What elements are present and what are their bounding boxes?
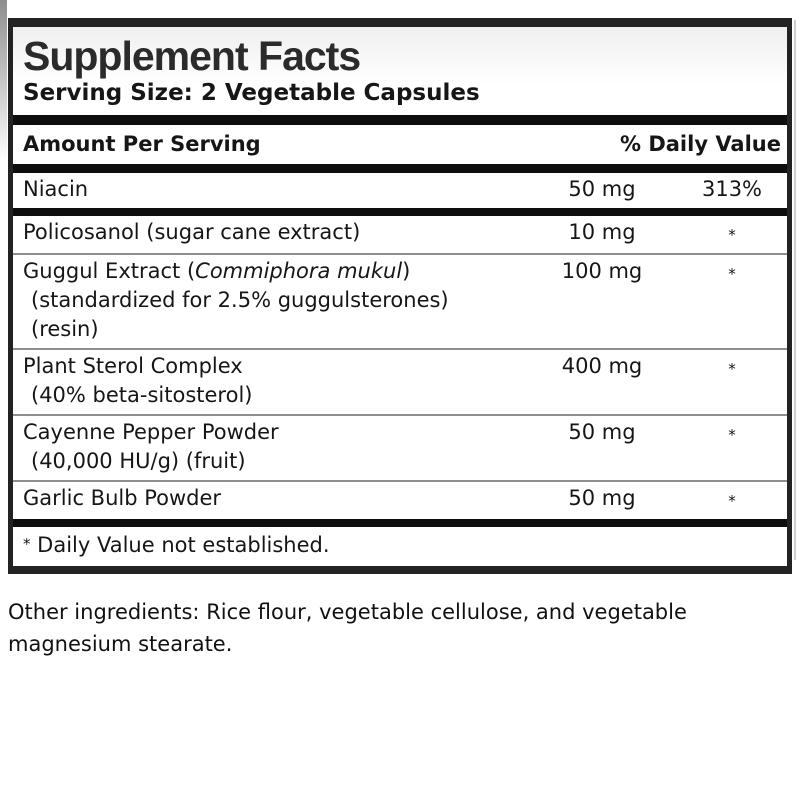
ingredient-amount: 10 mg [568,220,636,244]
ingredient-amount: 100 mg [561,259,643,283]
divider-thick [13,519,787,527]
divider-thin [13,480,787,482]
ingredient-row-niacin: Niacin 50 mg 313% [13,173,787,208]
column-header-row: Amount Per Serving % Daily Value [13,125,787,164]
ingredient-daily-value: 313% [701,177,763,201]
ingredient-subline: (standardized for 2.5% guggulsterones) [31,288,449,312]
ingredient-daily-value: * [728,426,736,444]
ingredient-name-text: Cayenne Pepper Powder [23,420,279,444]
ingredient-name: Guggul Extract (Commiphora mukul) (stand… [13,257,527,344]
panel-title: Supplement Facts [23,33,361,79]
divider-thin [13,414,787,416]
ingredient-subline: (resin) [31,317,99,341]
footnote-text: Daily Value not established. [30,533,330,557]
scan-edge-shadow-left [0,0,7,170]
ingredient-name: Policosanol (sugar cane extract) [23,220,361,244]
ingredient-daily-value: * [728,265,736,283]
footnote: * Daily Value not established. [13,527,787,566]
ingredient-amount: 50 mg [568,420,636,444]
ingredient-name-suffix: ) [402,259,411,283]
column-header-amount: Amount Per Serving [23,132,261,156]
ingredient-daily-value: * [728,360,736,378]
column-header-daily-value: % Daily Value [619,132,781,156]
ingredient-subline: (40% beta-sitosterol) [31,383,253,407]
ingredient-daily-value: * [728,492,736,510]
ingredient-name: Niacin [23,177,89,201]
ingredient-daily-value: * [728,226,736,244]
divider-thick [13,115,787,125]
divider-thin [13,253,787,255]
ingredient-row-cayenne: Cayenne Pepper Powder (40,000 HU/g) (fru… [13,416,787,480]
ingredient-amount: 50 mg [568,486,636,510]
ingredient-row-plant-sterol: Plant Sterol Complex (40% beta-sitostero… [13,350,787,414]
ingredient-name-latin: Commiphora mukul [195,259,403,283]
ingredient-name-text: Plant Sterol Complex [23,354,243,378]
divider-thick [13,208,787,216]
ingredient-name: Cayenne Pepper Powder (40,000 HU/g) (fru… [13,418,527,476]
panel-header: Supplement Facts Serving Size: 2 Vegetab… [13,27,787,115]
scan-edge-line-right [794,20,796,560]
other-ingredients-text: Other ingredients: Rice flour, vegetable… [8,600,687,656]
ingredient-row-guggul-extract: Guggul Extract (Commiphora mukul) (stand… [13,255,787,348]
ingredient-amount: 400 mg [561,354,643,378]
ingredient-name: Plant Sterol Complex (40% beta-sitostero… [13,352,527,410]
ingredient-row-policosanol: Policosanol (sugar cane extract) 10 mg * [13,216,787,253]
divider-thick [13,164,787,173]
ingredient-row-garlic: Garlic Bulb Powder 50 mg * [13,482,787,519]
ingredient-subline: (40,000 HU/g) (fruit) [31,449,246,473]
ingredient-name: Garlic Bulb Powder [23,486,222,510]
supplement-facts-panel: Supplement Facts Serving Size: 2 Vegetab… [8,18,792,574]
ingredient-name-prefix: Guggul Extract ( [23,259,196,283]
divider-thin [13,348,787,350]
serving-size: Serving Size: 2 Vegetable Capsules [23,80,480,106]
ingredient-amount: 50 mg [568,177,636,201]
footnote-asterisk: * [23,535,31,553]
